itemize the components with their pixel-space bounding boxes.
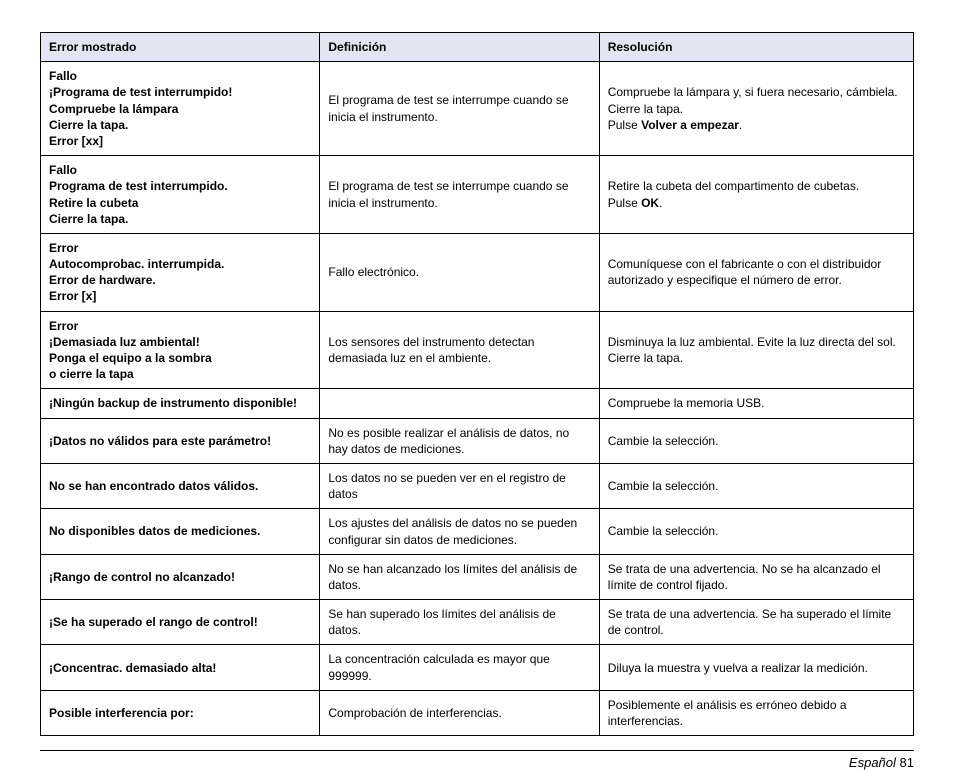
error-line: ¡Ningún backup de instrumento disponible… <box>49 395 311 411</box>
resolution-line: Cierre la tapa. <box>608 101 905 117</box>
table-row: ¡Datos no válidos para este parámetro! No… <box>41 418 914 463</box>
error-line: Programa de test interrumpido. <box>49 178 311 194</box>
cell-definition: Comprobación de interferencias. <box>320 690 599 735</box>
cell-error: Posible interferencia por: <box>41 690 320 735</box>
error-line: Ponga el equipo a la sombra <box>49 350 311 366</box>
error-line: ¡Programa de test interrumpido! <box>49 84 311 100</box>
error-line: ¡Rango de control no alcanzado! <box>49 569 311 585</box>
resolution-line: Cambie la selección. <box>608 523 905 539</box>
cell-resolution: Se trata de una advertencia. Se ha super… <box>599 600 913 645</box>
cell-resolution: Cambie la selección. <box>599 418 913 463</box>
cell-resolution: Retire la cubeta del compartimento de cu… <box>599 156 913 234</box>
error-line: ¡Demasiada luz ambiental! <box>49 334 311 350</box>
resolution-line: Se trata de una advertencia. Se ha super… <box>608 606 905 638</box>
col-error: Error mostrado <box>41 33 320 62</box>
cell-definition: Los datos no se pueden ver en el registr… <box>320 463 599 508</box>
cell-resolution: Posiblemente el análisis es erróneo debi… <box>599 690 913 735</box>
resolution-line: Disminuya la luz ambiental. Evite la luz… <box>608 334 905 350</box>
error-line: Error [xx] <box>49 133 311 149</box>
cell-definition: No se han alcanzado los límites del anál… <box>320 554 599 599</box>
cell-resolution: Diluya la muestra y vuelva a realizar la… <box>599 645 913 690</box>
cell-definition: Los ajustes del análisis de datos no se … <box>320 509 599 554</box>
error-line: ¡Se ha superado el rango de control! <box>49 614 311 630</box>
error-line: Error de hardware. <box>49 272 311 288</box>
cell-error: FalloPrograma de test interrumpido.Retir… <box>41 156 320 234</box>
cell-error: No se han encontrado datos válidos. <box>41 463 320 508</box>
resolution-line: Compruebe la memoria USB. <box>608 395 905 411</box>
cell-error: Error¡Demasiada luz ambiental!Ponga el e… <box>41 311 320 389</box>
cell-error: ¡Concentrac. demasiado alta! <box>41 645 320 690</box>
error-line: Retire la cubeta <box>49 195 311 211</box>
error-line: o cierre la tapa <box>49 366 311 382</box>
cell-error: ErrorAutocomprobac. interrumpida.Error d… <box>41 233 320 311</box>
error-line: Cierre la tapa. <box>49 117 311 133</box>
footer-page: 81 <box>900 755 914 770</box>
table-row: No disponibles datos de mediciones. Los a… <box>41 509 914 554</box>
error-line: Error <box>49 240 311 256</box>
cell-resolution: Cambie la selección. <box>599 509 913 554</box>
table-row: ¡Rango de control no alcanzado! No se han… <box>41 554 914 599</box>
resolution-line: Diluya la muestra y vuelva a realizar la… <box>608 660 905 676</box>
error-line: Fallo <box>49 68 311 84</box>
error-line: Cierre la tapa. <box>49 211 311 227</box>
resolution-line: Se trata de una advertencia. No se ha al… <box>608 561 905 593</box>
cell-definition: Fallo electrónico. <box>320 233 599 311</box>
cell-definition: Los sensores del instrumento detectan de… <box>320 311 599 389</box>
table-row: Error¡Demasiada luz ambiental!Ponga el e… <box>41 311 914 389</box>
cell-resolution: Disminuya la luz ambiental. Evite la luz… <box>599 311 913 389</box>
resolution-line: Compruebe la lámpara y, si fuera necesar… <box>608 84 905 100</box>
cell-resolution: Se trata de una advertencia. No se ha al… <box>599 554 913 599</box>
resolution-line: Cierre la tapa. <box>608 350 905 366</box>
cell-error: Fallo¡Programa de test interrumpido!Comp… <box>41 62 320 156</box>
cell-error: ¡Ningún backup de instrumento disponible… <box>41 389 320 418</box>
cell-resolution: Compruebe la memoria USB. <box>599 389 913 418</box>
error-line: Compruebe la lámpara <box>49 101 311 117</box>
cell-definition: El programa de test se interrumpe cuando… <box>320 62 599 156</box>
resolution-line: Cambie la selección. <box>608 433 905 449</box>
error-line: ¡Concentrac. demasiado alta! <box>49 660 311 676</box>
table-row: No se han encontrado datos válidos. Los d… <box>41 463 914 508</box>
table-header-row: Error mostrado Definición Resolución <box>41 33 914 62</box>
resolution-line: Pulse OK. <box>608 195 905 211</box>
resolution-line: Pulse Volver a empezar. <box>608 117 905 133</box>
cell-definition: La concentración calculada es mayor que … <box>320 645 599 690</box>
error-line: No se han encontrado datos válidos. <box>49 478 311 494</box>
resolution-line: Comuníquese con el fabricante o con el d… <box>608 256 905 288</box>
error-line: No disponibles datos de mediciones. <box>49 523 311 539</box>
col-definition: Definición <box>320 33 599 62</box>
table-row: ¡Se ha superado el rango de control! Se h… <box>41 600 914 645</box>
table-row: ErrorAutocomprobac. interrumpida.Error d… <box>41 233 914 311</box>
col-resolution: Resolución <box>599 33 913 62</box>
cell-resolution: Comuníquese con el fabricante o con el d… <box>599 233 913 311</box>
cell-error: ¡Rango de control no alcanzado! <box>41 554 320 599</box>
cell-resolution: Cambie la selección. <box>599 463 913 508</box>
cell-error: No disponibles datos de mediciones. <box>41 509 320 554</box>
table-row: FalloPrograma de test interrumpido.Retir… <box>41 156 914 234</box>
error-line: Error <box>49 318 311 334</box>
table-row: ¡Concentrac. demasiado alta! La concentra… <box>41 645 914 690</box>
table-row: Fallo¡Programa de test interrumpido!Comp… <box>41 62 914 156</box>
cell-definition: Se han superado los límites del análisis… <box>320 600 599 645</box>
table-row: ¡Ningún backup de instrumento disponible… <box>41 389 914 418</box>
cell-resolution: Compruebe la lámpara y, si fuera necesar… <box>599 62 913 156</box>
cell-error: ¡Se ha superado el rango de control! <box>41 600 320 645</box>
error-line: Fallo <box>49 162 311 178</box>
footer-language: Español <box>849 755 896 770</box>
error-line: ¡Datos no válidos para este parámetro! <box>49 433 311 449</box>
error-line: Error [x] <box>49 288 311 304</box>
error-line: Posible interferencia por: <box>49 705 311 721</box>
cell-definition: No es posible realizar el análisis de da… <box>320 418 599 463</box>
cell-definition <box>320 389 599 418</box>
page-footer: Español 81 <box>0 755 954 770</box>
footer-rule <box>40 750 914 751</box>
resolution-line: Cambie la selección. <box>608 478 905 494</box>
troubleshooting-table: Error mostrado Definición Resolución Fal… <box>40 32 914 736</box>
resolution-line: Posiblemente el análisis es erróneo debi… <box>608 697 905 729</box>
table-row: Posible interferencia por: Comprobación d… <box>41 690 914 735</box>
cell-error: ¡Datos no válidos para este parámetro! <box>41 418 320 463</box>
cell-definition: El programa de test se interrumpe cuando… <box>320 156 599 234</box>
resolution-line: Retire la cubeta del compartimento de cu… <box>608 178 905 194</box>
error-line: Autocomprobac. interrumpida. <box>49 256 311 272</box>
